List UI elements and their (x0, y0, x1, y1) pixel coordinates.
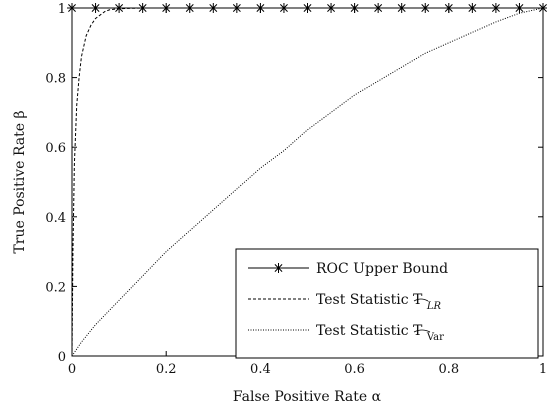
y-tick-label: 0.8 (45, 72, 66, 87)
legend-subscript-lr: LR (426, 301, 442, 312)
axis-ticks: 0 0.2 0.4 0.6 0.8 1 0 0.2 0.4 0.6 0.8 1 (45, 2, 547, 377)
x-tick-label: 0.2 (156, 362, 177, 377)
y-tick-label: 0.4 (45, 211, 66, 226)
legend-star-marker (273, 263, 284, 273)
legend-label-test-statistic-var: Test Statistic T Var (316, 323, 444, 343)
x-tick-label: 0.4 (250, 362, 271, 377)
y-axis-label: True Positive Rate β (12, 110, 28, 253)
series-line-2 (71, 7, 544, 357)
legend-hat-accent-lr (413, 298, 429, 302)
x-axis-label: False Positive Rate α (233, 389, 382, 405)
y-tick-label: 1 (58, 2, 66, 17)
legend: ROC Upper Bound Test Statistic T LR Test… (235, 248, 539, 359)
x-tick-label: 0.6 (344, 362, 365, 377)
x-tick-label: 1 (539, 362, 547, 377)
y-tick-label: 0.6 (45, 141, 66, 156)
x-tick-label: 0.8 (438, 362, 459, 377)
legend-label-roc-upper-bound: ROC Upper Bound (316, 261, 448, 277)
series-line-1 (71, 7, 543, 357)
legend-subscript-var: Var (426, 332, 444, 343)
x-tick-label: 0 (68, 362, 76, 377)
legend-box (235, 248, 539, 359)
y-tick-label: 0 (58, 350, 66, 365)
legend-hat-accent-var (413, 329, 431, 333)
y-tick-label: 0.2 (45, 280, 66, 295)
legend-label-test-statistic-lr: Test Statistic T LR (316, 292, 441, 312)
